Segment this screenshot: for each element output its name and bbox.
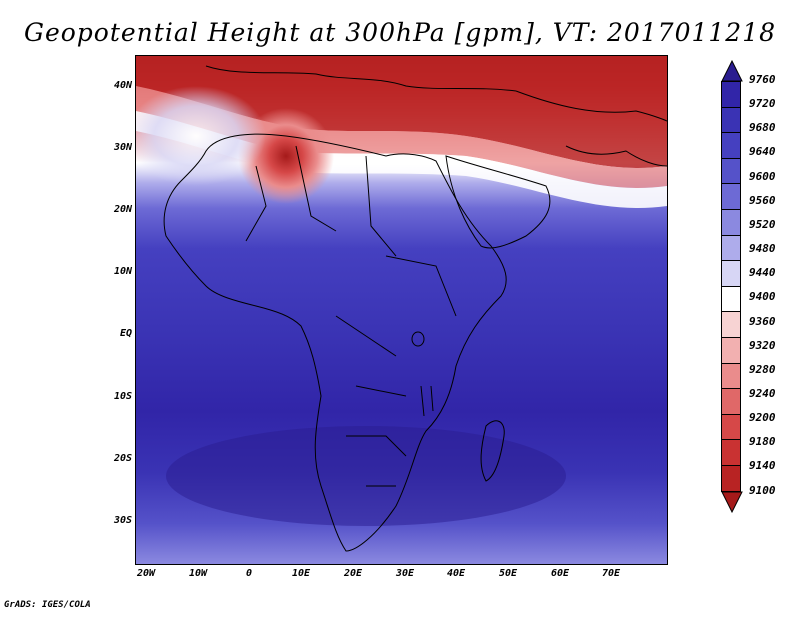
colorbar-arrow-bottom — [721, 491, 743, 513]
lon-label-0: 0 — [245, 568, 253, 579]
colorbar-segment — [721, 413, 741, 441]
colorbar-segment — [721, 337, 741, 364]
colorbar-segment — [721, 157, 741, 185]
lat-label-40n: 40N — [113, 80, 132, 91]
colorbar-label: 9640 — [749, 145, 776, 159]
colorbar-arrow-top — [721, 60, 743, 82]
lat-label-eq: EQ — [119, 328, 132, 339]
lat-label-20s: 20S — [113, 453, 132, 464]
red-band — [136, 56, 667, 169]
white-band — [136, 111, 667, 209]
map-panel — [135, 55, 668, 565]
colorbar-label: 9140 — [749, 459, 776, 473]
colorbar-label: 9480 — [749, 242, 776, 256]
colorbar-label: 9360 — [749, 314, 776, 328]
colorbar-label: 9400 — [749, 290, 776, 304]
lat-label-20n: 20N — [113, 204, 132, 215]
south-high — [166, 426, 566, 526]
colorbar-segment — [721, 260, 741, 287]
lat-label-10n: 10N — [113, 266, 132, 277]
colorbar-label: 9180 — [749, 435, 776, 449]
lakes — [411, 331, 434, 417]
colorbar-segment — [721, 285, 741, 313]
lon-label-50e: 50E — [498, 568, 518, 579]
colorbar-label: 9520 — [749, 217, 776, 231]
colorbar-label: 9600 — [749, 169, 776, 183]
colorbar-segment — [721, 183, 741, 210]
footer-credit: GrADS: IGES/COLA — [4, 600, 91, 610]
geopotential-map — [136, 56, 667, 564]
lat-label-30n: 30N — [113, 142, 132, 153]
colorbar-label: 9440 — [749, 266, 776, 280]
colorbar-label: 9280 — [749, 362, 776, 376]
colorbar-segment — [721, 81, 741, 108]
lon-label-60e: 60E — [550, 568, 570, 579]
colorbar-segment — [721, 465, 741, 492]
chart-title: Geopotential Height at 300hPa [gpm], VT:… — [23, 18, 777, 47]
lon-label-20w: 20W — [136, 568, 156, 579]
colorbar-label: 9200 — [749, 411, 776, 425]
lat-label-30s: 30S — [113, 515, 132, 526]
colorbar-label: 9240 — [749, 386, 776, 400]
colorbar-segment — [721, 439, 741, 466]
pink-band — [136, 86, 667, 189]
lon-label-70e: 70E — [601, 568, 621, 579]
colorbar-segment — [721, 311, 741, 338]
colorbar-label: 9760 — [749, 73, 776, 86]
colorbar-segment — [721, 209, 741, 236]
lon-label-20e: 20E — [343, 568, 363, 579]
colorbar-label: 9100 — [749, 483, 776, 497]
lon-label-10w: 10W — [188, 568, 208, 579]
trough-west — [136, 86, 266, 186]
colorbar-label: 9320 — [749, 338, 776, 352]
colorbar-label: 9720 — [749, 97, 776, 111]
colorbar-segment — [721, 106, 741, 134]
lat-label-10s: 10S — [113, 391, 132, 402]
lon-label-40e: 40E — [446, 568, 466, 579]
lon-label-10e: 10E — [291, 568, 311, 579]
coastlines — [163, 65, 667, 552]
colorbar-label: 9560 — [749, 193, 776, 207]
colorbar-segment — [721, 234, 741, 262]
colorbar-label: 9680 — [749, 121, 776, 135]
lon-label-30e: 30E — [395, 568, 415, 579]
colorbar-segment — [721, 388, 741, 415]
colorbar-segment — [721, 362, 741, 390]
colorbar-segment — [721, 132, 741, 159]
